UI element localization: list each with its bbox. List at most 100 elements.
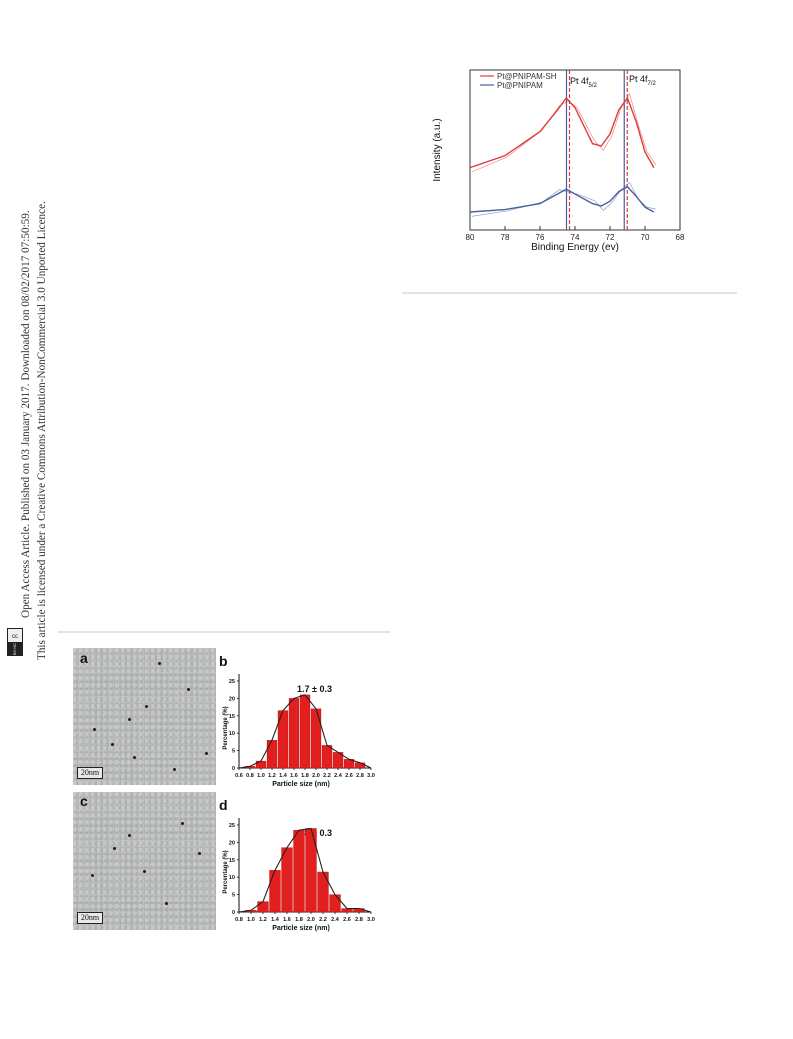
xps-x-tick-label: 74 — [571, 233, 580, 242]
hist-y-tick-label: 10 — [229, 875, 235, 881]
xps-x-tick-label: 80 — [466, 233, 475, 242]
peak-label-5-2: Pt 4f5/2 — [570, 76, 598, 89]
hist-x-tick-label: 1.8 — [301, 773, 309, 779]
hist-bar — [310, 708, 322, 769]
hist-x-tick-label: 0.6 — [235, 773, 243, 779]
particle — [198, 852, 201, 855]
hist-x-tick-label: 1.0 — [247, 917, 255, 923]
hist-x-tick-label: 2.2 — [319, 917, 327, 923]
hist-x-tick-label: 2.2 — [323, 773, 331, 779]
tem-image-a: 20nm — [73, 648, 216, 785]
hist-x-tick-label: 0.8 — [246, 773, 254, 779]
hist-bar — [281, 847, 293, 913]
xps-series-raw-pnipam-sh — [471, 92, 657, 173]
particle — [187, 688, 190, 691]
panel-label-a: a — [80, 650, 88, 666]
hist-y-tick-label: 25 — [229, 823, 235, 829]
hist-y-tick-label: 5 — [232, 749, 235, 755]
hist-y-tick-label: 10 — [229, 731, 235, 737]
panel-label-d: d — [219, 797, 228, 813]
hist-y-tick-label: 20 — [229, 696, 235, 702]
hist-x-tick-label: 1.0 — [257, 773, 265, 779]
xps-x-tick-label: 70 — [641, 233, 650, 242]
hist-bar — [317, 871, 329, 913]
license-note[interactable]: This article is licensed under a Creativ… — [36, 201, 48, 660]
xps-x-tick-label: 68 — [676, 233, 685, 242]
hist-y-tick-label: 0 — [232, 910, 235, 916]
particle — [93, 728, 96, 731]
xps-series-line-pnipam — [469, 185, 655, 213]
hist-y-tick-label: 5 — [232, 893, 235, 899]
particle — [173, 768, 176, 771]
xps-x-tick-label: 78 — [501, 233, 510, 242]
hist-x-tick-label: 2.8 — [356, 773, 364, 779]
gaussian-fit-curve — [238, 694, 372, 769]
xps-chart: 80 78 76 74 72 70 68 Binding Energy (ev) Inten… — [432, 69, 685, 253]
particle — [143, 870, 146, 873]
hist-x-tick-label: 3.0 — [367, 917, 375, 923]
hist-bar — [269, 870, 281, 913]
legend-label-sh: Pt@PNIPAM-SH — [497, 72, 557, 81]
hist-bar — [288, 698, 300, 769]
particle — [111, 743, 114, 746]
scale-bar-a: 20nm — [77, 767, 103, 779]
hist-x-tick-label: 1.6 — [290, 773, 298, 779]
by-nc-label: BY-NC — [12, 643, 17, 655]
publication-note: Open Access Article. Published on 03 Jan… — [20, 210, 32, 618]
hist-bar — [329, 894, 341, 913]
particle — [128, 718, 131, 721]
particle — [133, 756, 136, 759]
gaussian-fit-curve — [238, 827, 372, 913]
particle — [181, 822, 184, 825]
hist-bar — [321, 745, 333, 769]
y-axis-label-d: Percentage (%) — [223, 850, 229, 893]
hist-x-tick-label: 1.8 — [295, 917, 303, 923]
hist-y-tick-label: 15 — [229, 714, 235, 720]
x-axis-label-d: Particle size (nm) — [272, 925, 330, 932]
hist-x-tick-label: 2.6 — [343, 917, 351, 923]
xps-x-axis-label: Binding Energy (ev) — [531, 242, 619, 253]
hist-y-tick-label: 20 — [229, 840, 235, 846]
hist-x-tick-label: 2.0 — [307, 917, 315, 923]
hist-x-tick-label: 1.2 — [268, 773, 276, 779]
hist-y-tick-label: 0 — [232, 766, 235, 772]
xps-series-line-pnipam-sh — [469, 96, 655, 169]
hist-x-tick-label: 1.6 — [283, 917, 291, 923]
hist-y-tick-label: 15 — [229, 858, 235, 864]
histogram-d: d 1.8 ± 0.3 Percentage (%) Particle size… — [219, 797, 375, 932]
hist-bar — [257, 901, 269, 913]
hist-x-tick-label: 2.4 — [334, 773, 343, 779]
xps-y-axis-label: Intensity (a.u.) — [432, 118, 443, 181]
particle — [158, 662, 161, 665]
xps-x-tick-label: 72 — [606, 233, 615, 242]
hist-bar — [299, 694, 311, 769]
particle — [113, 847, 116, 850]
histogram-b: b 1.7 ± 0.3 Percentage (%) Particle size… — [219, 653, 375, 788]
hist-y-tick-label: 25 — [229, 679, 235, 685]
license-sidebar: Open Access Article. Published on 03 Jan… — [0, 0, 60, 680]
peak-label-7-2: Pt 4f7/2 — [629, 74, 657, 87]
panel-label-c: c — [80, 793, 88, 809]
stat-label-b: 1.7 ± 0.3 — [297, 684, 332, 694]
scale-bar-c: 20nm — [77, 912, 103, 924]
xps-x-tick-label: 76 — [536, 233, 545, 242]
cc-license-badge[interactable]: cc BY-NC — [7, 628, 23, 656]
hist-bar — [293, 830, 305, 913]
hist-x-tick-label: 2.6 — [345, 773, 353, 779]
particle — [91, 874, 94, 877]
particle — [205, 752, 208, 755]
column-divider-left — [58, 631, 390, 633]
column-divider-right — [402, 292, 737, 294]
y-axis-label-b: Percentage (%) — [223, 706, 229, 749]
hist-x-tick-label: 0.8 — [235, 917, 243, 923]
hist-x-tick-label: 1.4 — [271, 917, 280, 923]
hist-x-tick-label: 1.4 — [279, 773, 288, 779]
panel-label-b: b — [219, 653, 228, 669]
hist-bar — [266, 739, 278, 769]
hist-bar — [354, 762, 366, 769]
legend-label-pnipam: Pt@PNIPAM — [497, 81, 543, 90]
xps-series-raw-pnipam — [471, 182, 656, 217]
cc-icon: cc — [12, 634, 18, 640]
tem-image-c: 20nm — [73, 792, 216, 930]
x-axis-label-b: Particle size (nm) — [272, 781, 330, 788]
